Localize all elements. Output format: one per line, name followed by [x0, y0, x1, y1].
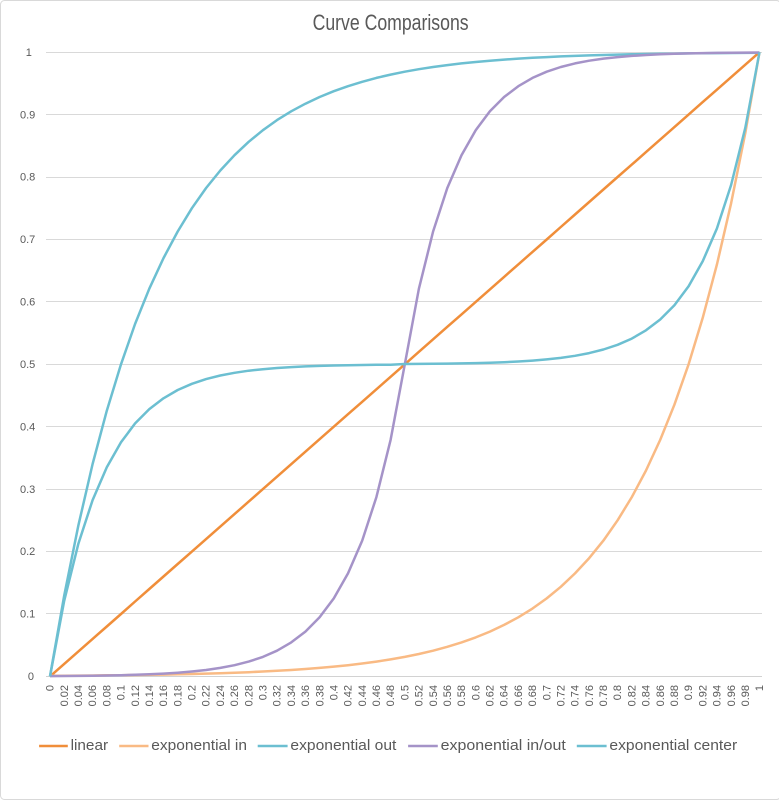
svg-text:0.72: 0.72 — [556, 685, 568, 706]
svg-text:0.24: 0.24 — [215, 685, 227, 706]
svg-text:1: 1 — [26, 47, 32, 59]
svg-text:0.44: 0.44 — [357, 685, 369, 706]
svg-text:0.6: 0.6 — [470, 685, 482, 700]
svg-text:0.2: 0.2 — [20, 546, 35, 558]
svg-text:0.3: 0.3 — [20, 484, 35, 496]
svg-text:0.4: 0.4 — [328, 685, 340, 700]
svg-text:0.58: 0.58 — [456, 685, 468, 706]
svg-text:0.08: 0.08 — [101, 685, 113, 706]
svg-text:0.9: 0.9 — [20, 109, 35, 121]
svg-text:0.18: 0.18 — [172, 685, 184, 706]
svg-text:0.74: 0.74 — [570, 685, 582, 706]
svg-text:0: 0 — [28, 671, 34, 683]
svg-text:0.34: 0.34 — [286, 685, 298, 706]
svg-text:0.54: 0.54 — [428, 685, 440, 706]
svg-text:0.66: 0.66 — [513, 685, 525, 706]
svg-text:0.78: 0.78 — [598, 685, 610, 706]
svg-text:0.48: 0.48 — [385, 685, 397, 706]
svg-text:0.36: 0.36 — [300, 685, 312, 706]
svg-text:0.86: 0.86 — [655, 685, 667, 706]
svg-text:0.16: 0.16 — [158, 685, 170, 706]
svg-text:0.84: 0.84 — [641, 685, 653, 706]
svg-text:0.96: 0.96 — [726, 685, 738, 706]
svg-text:0.82: 0.82 — [626, 685, 638, 706]
svg-text:Curve Comparisons: Curve Comparisons — [313, 10, 469, 35]
svg-text:exponential in: exponential in — [151, 737, 247, 754]
svg-text:0.76: 0.76 — [584, 685, 596, 706]
svg-text:0.7: 0.7 — [541, 685, 553, 700]
svg-text:0.8: 0.8 — [20, 172, 35, 184]
svg-text:1: 1 — [754, 685, 766, 691]
svg-text:0.56: 0.56 — [442, 685, 454, 706]
svg-text:0.68: 0.68 — [527, 685, 539, 706]
svg-text:0.9: 0.9 — [683, 685, 695, 700]
svg-text:0.7: 0.7 — [20, 234, 35, 246]
svg-text:0.42: 0.42 — [343, 685, 355, 706]
svg-text:0.04: 0.04 — [73, 685, 85, 706]
svg-text:0.5: 0.5 — [20, 359, 35, 371]
svg-text:exponential out: exponential out — [290, 737, 397, 754]
svg-text:0.12: 0.12 — [130, 685, 142, 706]
svg-text:0.52: 0.52 — [414, 685, 426, 706]
svg-text:0.46: 0.46 — [371, 685, 383, 706]
svg-text:0.98: 0.98 — [740, 685, 752, 706]
svg-text:0.2: 0.2 — [187, 685, 199, 700]
svg-text:exponential in/out: exponential in/out — [441, 737, 567, 754]
svg-text:0.94: 0.94 — [712, 685, 724, 706]
svg-text:0.38: 0.38 — [314, 685, 326, 706]
svg-text:0.64: 0.64 — [499, 685, 511, 706]
svg-text:0.6: 0.6 — [20, 297, 35, 309]
svg-text:0.14: 0.14 — [144, 685, 156, 706]
svg-text:linear: linear — [71, 737, 109, 754]
svg-text:0.5: 0.5 — [399, 685, 411, 700]
svg-text:0.88: 0.88 — [669, 685, 681, 706]
svg-text:0.22: 0.22 — [201, 685, 213, 706]
svg-text:0: 0 — [45, 685, 57, 691]
svg-text:0.26: 0.26 — [229, 685, 241, 706]
svg-text:0.1: 0.1 — [20, 609, 35, 621]
svg-text:0.8: 0.8 — [612, 685, 624, 700]
svg-text:0.28: 0.28 — [243, 685, 255, 706]
svg-text:0.92: 0.92 — [697, 685, 709, 706]
svg-text:0.32: 0.32 — [272, 685, 284, 706]
svg-text:0.4: 0.4 — [20, 421, 35, 433]
svg-text:0.06: 0.06 — [87, 685, 99, 706]
svg-text:0.02: 0.02 — [59, 685, 71, 706]
svg-text:0.1: 0.1 — [116, 685, 128, 700]
svg-text:exponential center: exponential center — [609, 737, 737, 754]
svg-text:0.3: 0.3 — [258, 685, 270, 700]
svg-text:0.62: 0.62 — [485, 685, 497, 706]
